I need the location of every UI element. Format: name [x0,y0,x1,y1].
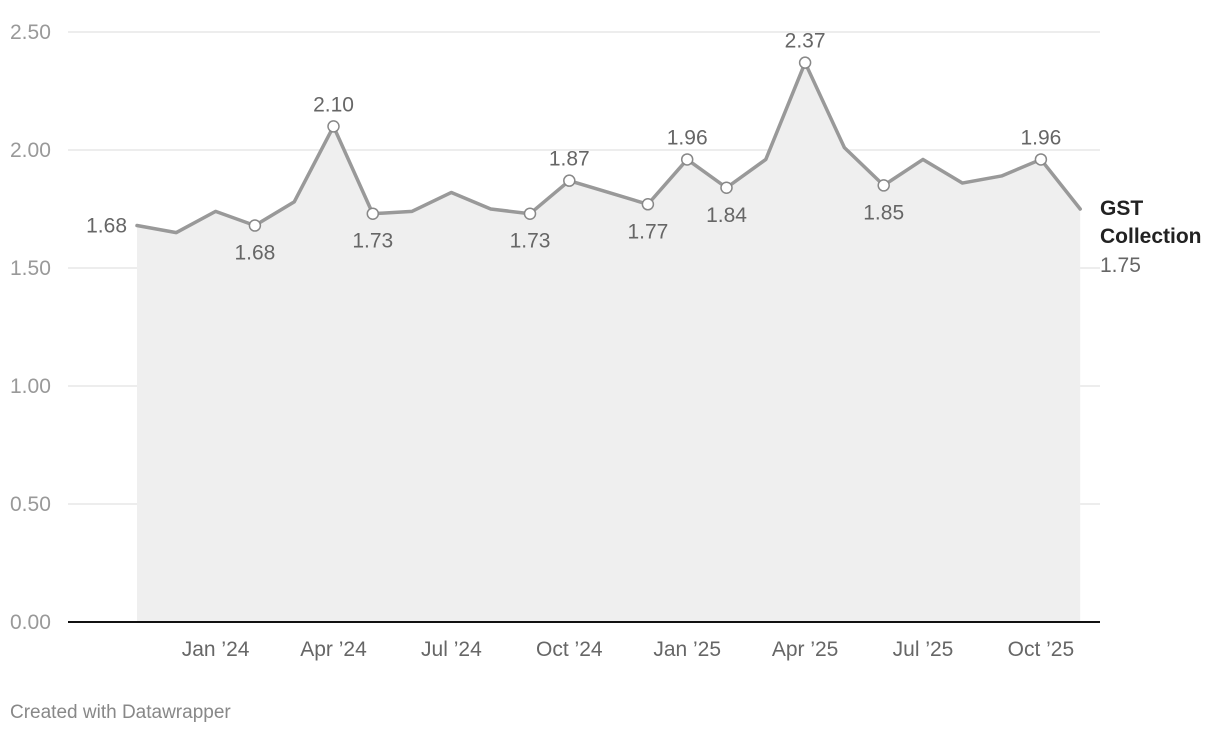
data-label: 1.73 [352,230,393,253]
x-tick-label: Jan ’24 [182,638,250,661]
data-label: 1.87 [549,148,590,171]
series-end-label: GST Collection 1.75 [1100,197,1202,277]
area-shape [137,62,1081,623]
data-label: 1.68 [234,242,275,265]
area-fill [137,62,1081,623]
data-label: 1.85 [863,201,904,224]
x-tick-label: Oct ’25 [1008,638,1075,661]
x-tick-label: Oct ’24 [536,638,603,661]
series-line [135,60,1082,235]
y-tick-label: 2.50 [10,21,51,44]
point-marker [327,120,340,133]
point-marker [877,179,890,192]
point-marker [798,56,812,69]
point-marker [720,181,733,195]
x-tick-label: Jan ’25 [653,638,721,661]
y-axis-tick-labels: 0.00 0.50 1.00 1.50 2.00 2.50 [10,21,51,634]
data-label: 2.10 [313,93,354,116]
point-markers [248,56,1048,232]
data-labels: 1.68 1.68 2.10 1.73 1.73 1.87 1.77 1.96 1.84 2.37… [86,30,1061,265]
series-name-label: Collection [1100,225,1202,248]
y-tick-label: 0.00 [10,611,51,634]
point-marker [523,207,537,220]
series-path [135,60,1082,235]
data-label: 1.96 [667,126,708,149]
data-label: 1.96 [1020,126,1061,149]
point-marker [680,153,694,166]
series-end-value: 1.75 [1100,254,1141,277]
data-label: 1.68 [86,215,127,238]
x-axis-tick-labels: Jan ’24 Apr ’24 Jul ’24 Oct ’24 Jan ’25 Apr ’… [182,638,1074,661]
series-name-label: GST [1100,197,1143,220]
point-marker [1034,153,1048,166]
y-tick-label: 1.00 [10,375,51,398]
point-marker [366,207,380,220]
data-label: 1.73 [510,230,551,253]
y-tick-label: 2.00 [10,139,51,162]
x-tick-label: Jul ’25 [893,638,954,661]
data-label: 2.37 [785,30,826,53]
point-marker [641,198,655,211]
datawrapper-credit: Created with Datawrapper [10,702,231,723]
y-tick-label: 0.50 [10,493,51,516]
data-label: 1.77 [627,220,668,243]
point-marker [563,174,576,187]
x-tick-label: Apr ’25 [772,638,839,661]
point-marker [248,219,262,232]
x-tick-label: Jul ’24 [421,638,482,661]
y-tick-label: 1.50 [10,257,51,280]
x-tick-label: Apr ’24 [300,638,367,661]
data-label: 1.84 [706,204,747,227]
line-chart: 0.00 0.50 1.00 1.50 2.00 2.50 1.68 1.68 2.10 1.7… [10,21,1202,661]
